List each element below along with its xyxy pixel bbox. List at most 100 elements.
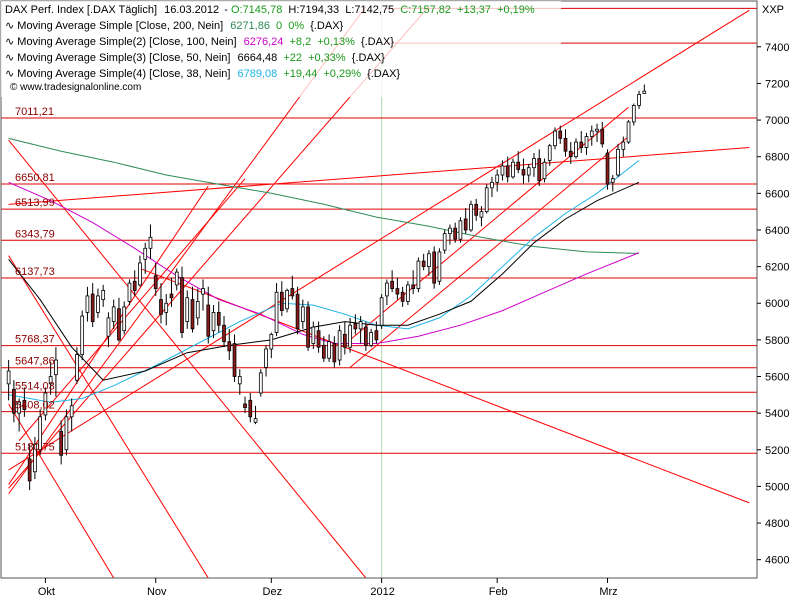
x-tick-label: Nov [147, 586, 167, 598]
candle-body [511, 161, 515, 178]
level-label: 6137,73 [15, 266, 55, 278]
candle-body [269, 333, 274, 350]
legend-ma-label: Moving Average Simple(3) [Close, 50, Nei… [17, 52, 230, 64]
trendline [8, 139, 367, 578]
legend-instrument: DAX Perf. Index [.DAX Täglich] [5, 4, 157, 16]
candle-body [448, 227, 452, 235]
legend-ma-value: 6789,08 [238, 68, 278, 80]
legend-close: C:7157,82 [400, 4, 451, 16]
candle-body [532, 158, 536, 169]
candle-body [174, 271, 179, 286]
candle-body [22, 399, 27, 410]
legend-ma-change: +8,2 [289, 36, 311, 48]
level-label: 6513,99 [15, 197, 55, 209]
candle-body [90, 293, 95, 322]
candle-body [237, 376, 242, 385]
candle-body [48, 376, 53, 385]
legend-ma-suffix: {.DAX} [352, 52, 385, 64]
legend-date: 16.03.2012 [164, 4, 219, 16]
candle-body [579, 141, 584, 148]
candle-body [153, 275, 158, 289]
level-label: 5408,02 [15, 400, 55, 412]
level-label: 6343,79 [15, 228, 55, 240]
legend-change: +13,37 [457, 4, 491, 16]
x-tick-label: Feb [489, 586, 508, 598]
candle-body [300, 306, 305, 322]
candle-body [101, 290, 106, 300]
candle-body [27, 458, 32, 482]
candle-body [138, 262, 142, 286]
candle-body [148, 236, 153, 249]
legend-ma-3: ∿ Moving Average Simple(3) [Close, 50, N… [5, 52, 385, 64]
candle-body [385, 282, 389, 297]
candle-body [563, 137, 568, 152]
candle-body [589, 130, 594, 137]
candle-body [605, 152, 610, 185]
trendlines [8, 6, 750, 578]
candle-body [59, 431, 64, 456]
candle-body [516, 161, 521, 170]
level-label: 5180,75 [15, 441, 55, 453]
y-tick-label: 6200 [765, 262, 789, 274]
candle-body [390, 280, 394, 289]
candle-body [332, 343, 337, 363]
candle-body [206, 304, 211, 337]
candle-body [264, 348, 268, 368]
legend-ma-suffix: {.DAX} [361, 36, 394, 48]
level-labels: 7011,21 6650,81 6513,99 6343,79 6137,73 5768,… [15, 106, 55, 453]
trendline [8, 9, 750, 471]
candle-body [122, 306, 127, 332]
candle-body [474, 203, 479, 216]
candle-body [248, 399, 253, 418]
candle-body [38, 416, 42, 451]
candle-body [169, 293, 174, 299]
candle-body [85, 295, 90, 313]
legend-ma-value: 6276,24 [244, 36, 284, 48]
legend-ma-label: Moving Average Simple(4) [Close, 38, Nei… [17, 68, 230, 80]
candle-body [311, 326, 316, 344]
candle-body [432, 251, 437, 284]
candle-body [542, 161, 547, 180]
candle-body [490, 181, 494, 189]
candle-body [379, 297, 384, 326]
candle-body [64, 416, 69, 451]
moving-average-line [8, 160, 640, 403]
y-tick-label: 5000 [765, 481, 789, 493]
candle-body [458, 220, 463, 240]
candle-body [216, 311, 221, 326]
y-tick-label: 6400 [765, 225, 789, 237]
axes: 4600 4800 5000 5200 5400 5600 5800 6000 6200 6400… [0, 0, 789, 598]
legend-ma-suffix: {.DAX} [310, 20, 343, 32]
candle-body [343, 333, 347, 348]
candle-body [637, 94, 641, 106]
candle-body [353, 322, 358, 330]
candle-body [195, 301, 200, 319]
legend-ma-change: +19,44 [283, 68, 317, 80]
legend-high: H:7194,33 [288, 4, 339, 16]
candle-body [437, 251, 442, 282]
candle-body [117, 308, 121, 341]
candle-body [374, 330, 379, 341]
candle-body [621, 141, 626, 150]
level-label: 6650,81 [15, 172, 55, 184]
x-tick-label: 2012 [370, 586, 394, 598]
legend-backdrop [1, 1, 561, 97]
candle-body [369, 332, 373, 346]
candle-body [69, 405, 74, 418]
candle-body [500, 165, 505, 176]
candle-body [427, 253, 431, 268]
candle-body [463, 218, 468, 231]
candle-body [295, 293, 300, 330]
candle-body [159, 299, 163, 315]
legend-ma-change-pct: 0% [288, 20, 304, 32]
candle-body [75, 354, 79, 381]
candle-body [253, 418, 258, 423]
candle-body [54, 359, 58, 376]
candle-body [411, 284, 415, 289]
candle-body [469, 203, 473, 231]
website-credit: © www.tradesignalonline.com [10, 82, 141, 93]
candle-body [364, 326, 368, 346]
candle-body [616, 148, 620, 176]
legend-ma-icon: ∿ [5, 68, 14, 80]
